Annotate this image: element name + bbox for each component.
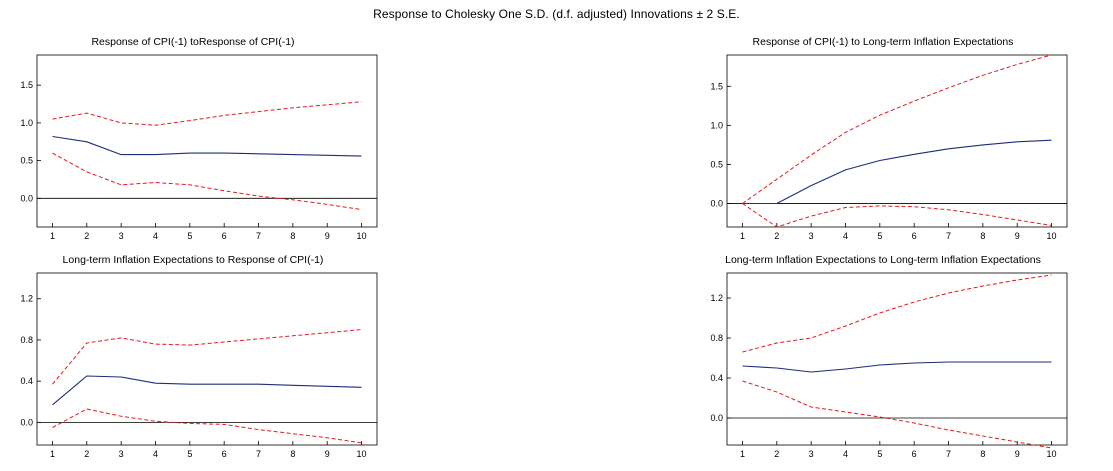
chart-title: Response of CPI(-1) toResponse of CPI(-1… [91, 36, 294, 48]
plot-frame [726, 54, 1068, 228]
x-tick-label: 6 [222, 231, 227, 241]
chart-panel-top-right: Response of CPI(-1) to Long-term Inflati… [690, 33, 1070, 253]
x-tick-label: 1 [50, 231, 55, 241]
response-line [742, 361, 1052, 373]
y-tick-label: 1.0 [20, 118, 33, 128]
y-tick-label: 0.4 [710, 373, 723, 383]
x-tick-label: 3 [119, 449, 124, 459]
x-tick-label: 9 [325, 449, 330, 459]
y-tick-label: 0.5 [710, 159, 723, 169]
x-tick-label: 6 [912, 231, 917, 241]
chart-panel-top-left: Response of CPI(-1) toResponse of CPI(-1… [0, 33, 380, 253]
chart-svg: Long-term Inflation Expectations to Resp… [20, 254, 378, 459]
response-line [52, 135, 362, 157]
x-tick-label: 10 [357, 231, 367, 241]
x-tick-label: 9 [325, 231, 330, 241]
y-tick-label: 0.5 [20, 156, 33, 166]
x-tick-label: 4 [843, 449, 848, 459]
x-tick-label: 5 [877, 231, 882, 241]
x-tick-label: 5 [187, 231, 192, 241]
x-tick-label: 1 [740, 449, 745, 459]
plot-frame [36, 54, 378, 228]
x-tick-label: 2 [774, 449, 779, 459]
x-tick-label: 9 [1015, 449, 1020, 459]
upper-band-line [742, 54, 1052, 204]
response-line [52, 375, 362, 406]
y-tick-label: 0.0 [20, 417, 33, 427]
lower-band-line [52, 408, 362, 444]
x-tick-label: 8 [290, 231, 295, 241]
x-tick-label: 4 [153, 231, 158, 241]
response-line [742, 139, 1052, 205]
upper-band-line [742, 274, 1052, 353]
x-tick-label: 7 [946, 231, 951, 241]
chart-panel-bottom-left: Long-term Inflation Expectations to Resp… [0, 251, 380, 471]
x-tick-label: 10 [357, 449, 367, 459]
y-tick-label: 0.8 [20, 335, 33, 345]
x-tick-label: 2 [84, 231, 89, 241]
chart-svg: Long-term Inflation Expectations to Long… [710, 254, 1068, 459]
x-tick-label: 7 [256, 231, 261, 241]
plot-frame [36, 272, 378, 446]
chart-svg: Response of CPI(-1) toResponse of CPI(-1… [20, 36, 378, 241]
chart-title: Long-term Inflation Expectations to Long… [725, 254, 1041, 266]
x-tick-label: 8 [980, 231, 985, 241]
y-tick-label: 0.8 [710, 333, 723, 343]
figure-title: Response to Cholesky One S.D. (d.f. adju… [373, 7, 740, 21]
plot-frame [726, 272, 1068, 446]
y-tick-label: 0.0 [20, 193, 33, 203]
y-tick-label: 1.5 [710, 81, 723, 91]
lower-band-line [742, 380, 1052, 449]
x-tick-label: 10 [1047, 449, 1057, 459]
x-tick-label: 1 [740, 231, 745, 241]
x-tick-label: 2 [84, 449, 89, 459]
y-tick-label: 0.4 [20, 376, 33, 386]
x-tick-label: 6 [912, 449, 917, 459]
x-tick-label: 5 [877, 449, 882, 459]
y-tick-label: 0.0 [710, 199, 723, 209]
x-tick-label: 8 [980, 449, 985, 459]
y-tick-label: 1.2 [20, 294, 33, 304]
x-tick-label: 7 [256, 449, 261, 459]
lower-band-line [52, 152, 362, 211]
x-tick-label: 3 [119, 231, 124, 241]
x-tick-label: 8 [290, 449, 295, 459]
x-tick-label: 10 [1047, 231, 1057, 241]
chart-svg: Response of CPI(-1) to Long-term Inflati… [710, 36, 1068, 241]
x-tick-label: 2 [774, 231, 779, 241]
x-tick-label: 9 [1015, 231, 1020, 241]
y-tick-label: 1.0 [710, 120, 723, 130]
x-tick-label: 6 [222, 449, 227, 459]
x-tick-label: 3 [809, 449, 814, 459]
x-tick-label: 1 [50, 449, 55, 459]
x-tick-label: 7 [946, 449, 951, 459]
x-tick-label: 4 [153, 449, 158, 459]
x-tick-label: 4 [843, 231, 848, 241]
y-tick-label: 1.2 [710, 293, 723, 303]
chart-title: Response of CPI(-1) to Long-term Inflati… [753, 36, 1014, 48]
lower-band-line [742, 203, 1052, 228]
x-tick-label: 3 [809, 231, 814, 241]
chart-panel-bottom-right: Long-term Inflation Expectations to Long… [690, 251, 1070, 471]
upper-band-line [52, 101, 362, 126]
chart-title: Long-term Inflation Expectations to Resp… [63, 254, 324, 266]
y-tick-label: 1.5 [20, 80, 33, 90]
x-tick-label: 5 [187, 449, 192, 459]
y-tick-label: 0.0 [710, 413, 723, 423]
